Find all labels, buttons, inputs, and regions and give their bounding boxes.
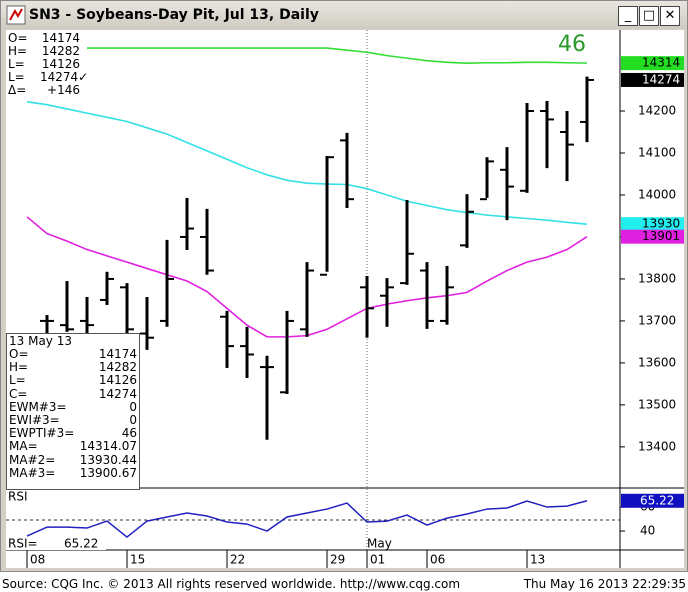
info-value: 14126 (98, 373, 137, 388)
info-value: 14314.07 (79, 439, 137, 454)
price-tag-label: 14314 (642, 56, 680, 70)
x-tick-label: 22 (230, 553, 245, 567)
quote-label: L= (8, 70, 25, 84)
rsi-line (26, 500, 588, 538)
x-tick-label: 01 (370, 553, 385, 567)
footer-source: Source: CQG Inc. © 2013 All rights reser… (2, 577, 461, 591)
x-tick-label: 15 (130, 553, 145, 567)
info-label: EWM#3= (9, 399, 67, 414)
quote-value: 14282 (41, 44, 80, 58)
quote-value: 14274✓ (40, 70, 89, 84)
info-label: O= (9, 347, 29, 361)
info-label: C= (9, 386, 28, 401)
info-row: EWI#3= 0 (7, 412, 139, 427)
info-row: MA#3= 13900.67 (7, 465, 139, 480)
info-label: H= (9, 360, 29, 375)
info-value: 14174 (98, 347, 137, 361)
info-row: L= 14126 (7, 373, 139, 388)
y-tick-label: 13800 (638, 271, 676, 285)
maximize-button[interactable]: □ (639, 6, 659, 26)
info-row: H= 14282 (7, 360, 139, 375)
y-tick-label: 14200 (638, 104, 676, 118)
minimize-button[interactable]: _ (618, 6, 638, 26)
y-tick-label: 13700 (638, 313, 676, 327)
info-label: EWI#3= (9, 412, 60, 427)
info-value: 0 (129, 412, 137, 427)
x-tick-label: 29 (330, 553, 345, 567)
info-label: MA#3= (9, 465, 56, 480)
info-label: MA#2= (9, 452, 56, 467)
panel-title: RSI (8, 490, 28, 504)
info-label: EWPTI#3= (9, 426, 75, 441)
info-row: EWM#3= 0 (7, 399, 139, 414)
moving-average-line (26, 100, 588, 225)
info-value: 13900.67 (79, 465, 137, 480)
price-tag (621, 56, 684, 71)
info-row: EWPTI#3= 46 (7, 426, 139, 441)
app-icon (6, 5, 26, 25)
quote-label: Δ= (8, 83, 27, 97)
rsi-tag (621, 493, 684, 508)
info-value: 46 (121, 426, 137, 441)
y-tick-label: 13500 (638, 397, 676, 411)
wave-count: 46 (558, 32, 586, 57)
x-tick-label: 06 (430, 553, 445, 567)
quote-label: H= (8, 44, 28, 58)
info-row: C= 14274 (7, 386, 139, 401)
price-tag (621, 72, 684, 87)
info-box: 13 May 13 O= 14174 H= 14282 L= 14126 C= 14274 EWM… (6, 333, 140, 490)
info-value: 0 (129, 399, 137, 414)
info-value: 14282 (98, 360, 137, 375)
quote-label: L= (8, 57, 25, 71)
y-tick-label: 40 (640, 524, 655, 538)
x-tick-label: 13 (530, 553, 545, 567)
info-value: 13930.44 (79, 452, 137, 467)
footer-timestamp: Thu May 16 2013 22:29:35 (523, 577, 686, 591)
price-tag (621, 229, 684, 244)
info-label: MA= (9, 439, 38, 454)
x-group-label: May (367, 537, 392, 551)
y-tick-label: 13600 (638, 355, 676, 369)
title-bar: SN3 - Soybeans-Day Pit, Jul 13, Daily _ … (1, 1, 687, 29)
info-label: L= (9, 373, 26, 388)
moving-average-line (87, 47, 588, 64)
info-row: MA#2= 13930.44 (7, 452, 139, 467)
rsi-legend-name: RSI= (8, 537, 38, 551)
quote-value: 14126 (41, 57, 80, 71)
price-tag-label: 14274 (642, 72, 680, 86)
price-tag (621, 217, 684, 232)
price-tag-label: 13930 (642, 217, 680, 231)
quote-value: +146 (47, 83, 80, 97)
quote-label: O= (8, 31, 28, 45)
price-tag-label: 13901 (642, 229, 680, 243)
x-tick-label: 08 (30, 553, 45, 567)
y-tick-label: 14000 (638, 187, 676, 201)
quote-value: 14174 (41, 31, 80, 45)
info-row: O= 14174 (7, 347, 139, 361)
info-value: 14274 (98, 386, 137, 401)
y-tick-label: 13400 (638, 439, 676, 453)
info-row: MA= 14314.07 (7, 439, 139, 454)
close-button[interactable]: ✕ (660, 6, 680, 26)
rsi-tag-label: 65.22 (640, 493, 674, 507)
rsi-legend-value: 65.22 (64, 537, 98, 551)
window-title: SN3 - Soybeans-Day Pit, Jul 13, Daily (29, 7, 319, 23)
y-tick-label: 14100 (638, 146, 676, 160)
rsi-legend-box (6, 537, 106, 550)
info-date: 13 May 13 (9, 334, 72, 348)
